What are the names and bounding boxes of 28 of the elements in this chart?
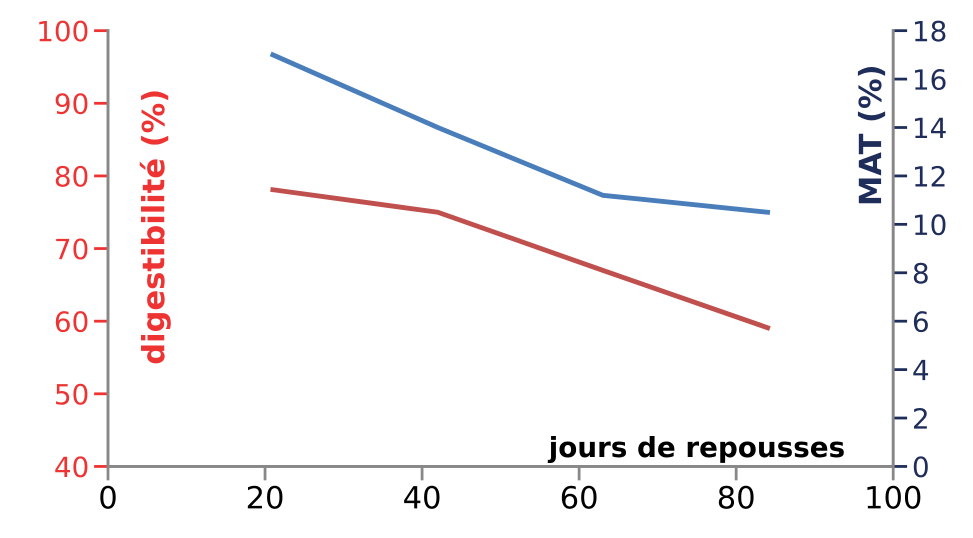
- y-tick-label: 80: [56, 166, 88, 187]
- x-tick-label: 80: [718, 486, 754, 509]
- x-tick-label: 60: [562, 486, 597, 509]
- y-tick-label: 40: [55, 456, 88, 478]
- y2-tick-label: 18: [915, 20, 946, 42]
- y-tick-label: 100: [39, 20, 88, 42]
- line-series: [270, 52, 770, 215]
- x-tick-label: 20: [248, 486, 282, 509]
- y2-tick-label: 12: [915, 166, 945, 186]
- y2-tick-label: 16: [915, 69, 946, 90]
- y-tick-label: 90: [56, 93, 88, 114]
- y2-tick-label: 14: [915, 118, 946, 138]
- y-axis-title: digestibilité (%): [140, 91, 171, 364]
- y-tick-label: 50: [56, 384, 88, 405]
- y-tick-label: 60: [56, 311, 88, 332]
- y2-tick-label: 6: [914, 311, 928, 332]
- x-tick-label: 100: [867, 486, 920, 509]
- y2-tick-label: 10: [915, 214, 946, 236]
- y2-axis-title: MAT (%): [858, 67, 886, 204]
- y2-tick-label: 0: [914, 456, 928, 478]
- y2-tick-label: 8: [914, 262, 928, 284]
- y2-tick-label: 2: [914, 408, 927, 429]
- y2-tick-label: 4: [913, 360, 928, 380]
- x-tick-label: 0: [100, 486, 116, 509]
- line-series: [270, 187, 770, 330]
- x-tick-label: 40: [404, 486, 440, 509]
- x-axis-title: jours de repousses: [548, 436, 844, 464]
- y-tick-label: 70: [56, 238, 88, 260]
